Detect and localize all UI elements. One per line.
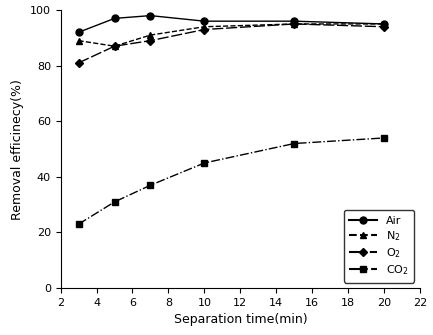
Y-axis label: Removal efficinecy(%): Removal efficinecy(%) xyxy=(11,79,24,219)
Legend: Air, N$_2$, O$_2$, CO$_2$: Air, N$_2$, O$_2$, CO$_2$ xyxy=(344,210,414,282)
X-axis label: Separation time(min): Separation time(min) xyxy=(174,313,307,326)
